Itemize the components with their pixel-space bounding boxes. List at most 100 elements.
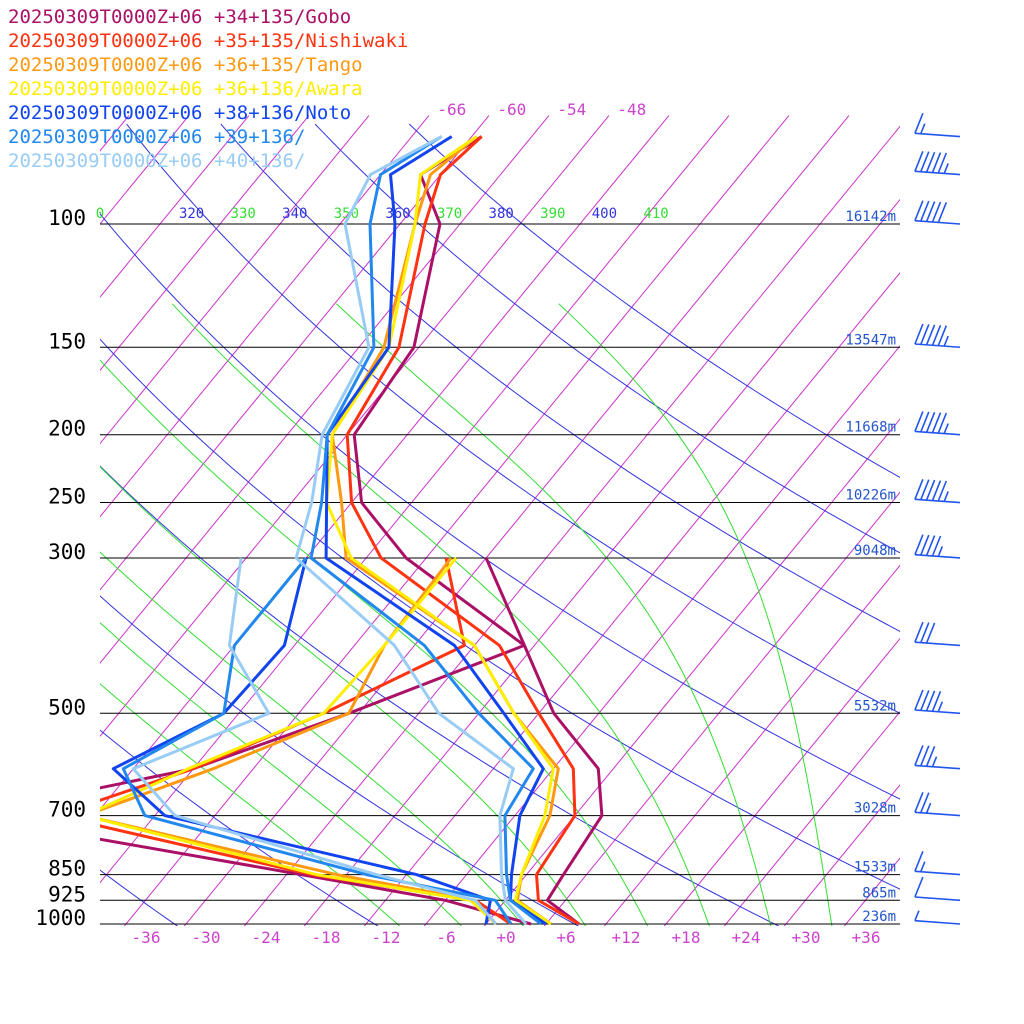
- isotherm-line: [183, 115, 850, 926]
- isotherm-line: [100, 115, 370, 445]
- theta-label: 370: [437, 206, 462, 222]
- legend-entry: 20250309T0000Z+06 +35+135/Nishiwaki: [8, 30, 408, 52]
- upper-temperature-label: -66: [437, 100, 466, 119]
- isotherm-line: [723, 711, 900, 926]
- pressure-label-300: 300: [48, 540, 86, 564]
- dry-adiabat-line: [100, 213, 900, 800]
- isotherm-line: [100, 115, 430, 518]
- pressure-label-700: 700: [48, 798, 86, 822]
- moist-adiabat-line: [171, 303, 710, 926]
- height-label: 1533m: [854, 860, 896, 876]
- isotherm-line: [100, 115, 730, 884]
- isotherm-line: [363, 271, 900, 926]
- wind-barb: [914, 534, 961, 559]
- temperature-tick: +30: [792, 928, 821, 947]
- wind-barb: [914, 113, 961, 138]
- temperature-tick: -6: [436, 928, 455, 947]
- wind-barb: [914, 621, 961, 647]
- height-label: 9048m: [854, 543, 896, 559]
- wind-barb: [914, 876, 961, 902]
- temperature-line-0: [352, 135, 604, 926]
- legend-entry: 20250309T0000Z+06 +38+136/Noto: [8, 102, 351, 124]
- wind-barb: [914, 479, 961, 504]
- upper-temperature-label: -60: [497, 100, 526, 119]
- isotherm-line: [100, 115, 610, 737]
- temperature-tick: -12: [372, 928, 401, 947]
- temperature-line-6: [294, 135, 528, 925]
- wind-barb: [914, 792, 961, 817]
- isotherm-line: [663, 637, 900, 926]
- dry-adiabat-line: [314, 123, 900, 554]
- moist-adiabat-line: [558, 303, 833, 926]
- upper-temperature-label: -54: [557, 100, 586, 119]
- dry-adiabat-line: [126, 123, 900, 714]
- height-label: 865m: [862, 885, 896, 901]
- isotherm-line: [303, 198, 900, 926]
- legend-entry: 20250309T0000Z+06 +34+135/Gobo: [8, 6, 351, 28]
- isotherm-line: [100, 115, 310, 372]
- wind-barbs: [914, 113, 961, 925]
- legend-entry: 20250309T0000Z+06 +36+136/Awara: [8, 78, 363, 100]
- height-label: 236m: [862, 909, 896, 925]
- temperature-line-4: [324, 135, 547, 926]
- isotherm-line: [954, 116, 1024, 939]
- dewpoint-line-5: [121, 557, 513, 925]
- isotherm-line: [543, 491, 900, 926]
- wind-barb: [914, 200, 961, 225]
- dewpoint-line-4: [111, 557, 492, 925]
- moist-adiabat-line: [100, 466, 587, 926]
- isotherm-line: [100, 115, 550, 664]
- dry-adiabat-line: [100, 338, 900, 890]
- height-label: 13547m: [845, 332, 896, 348]
- height-labels: 16142m 13547m 11668m 10226m 9048m 5532m 3028m 1…: [845, 209, 896, 925]
- dewpoint-line-3: [100, 557, 498, 926]
- temperature-line-5: [309, 135, 542, 926]
- isotherm-line: [783, 784, 900, 926]
- theta-label: 330: [231, 206, 256, 222]
- height-label: 5532m: [854, 698, 896, 714]
- height-label: 3028m: [854, 801, 896, 817]
- pressure-label-200: 200: [48, 417, 86, 441]
- temperature-tick: +0: [496, 928, 515, 947]
- wind-barb: [914, 689, 961, 715]
- isotherm-line: [0, 116, 9, 939]
- pressure-label-150: 150: [48, 329, 86, 353]
- pressure-label-250: 250: [48, 485, 86, 509]
- wind-barb: [914, 910, 961, 925]
- isotherm-line: [100, 115, 670, 811]
- temperature-tick: +24: [732, 928, 761, 947]
- theta-label: 410: [643, 206, 668, 222]
- temperature-tick: -36: [132, 928, 161, 947]
- upper-temperature-labels: -66 -60 -54 -48: [437, 100, 646, 119]
- dewpoint-line-0: [100, 557, 532, 926]
- wind-barb: [914, 323, 961, 349]
- temperature-line-1: [345, 135, 580, 926]
- theta-label: 400: [592, 206, 617, 222]
- legend: 20250309T0000Z+06 +34+135/Gobo20250309T0…: [8, 6, 408, 172]
- isotherm-line: [483, 418, 900, 926]
- theta-labels: 0 320 330 340 350 360 370 380 390 400 410: [96, 206, 669, 222]
- wind-barb: [914, 745, 961, 770]
- moist-adiabat-line: [100, 551, 525, 926]
- height-label: 10226m: [845, 488, 896, 504]
- isotherm-line: [243, 125, 900, 926]
- isotherm-line: [100, 115, 490, 591]
- temperature-tick: -18: [312, 928, 341, 947]
- isobar-lines: [100, 223, 900, 925]
- dry-adiabat-line: [100, 465, 780, 926]
- theta-label: 0: [96, 206, 104, 222]
- height-label: 11668m: [845, 420, 896, 436]
- dewpoint-line-6: [131, 557, 498, 925]
- pressure-label-925: 925: [48, 882, 86, 906]
- legend-entry: 20250309T0000Z+06 +39+136/: [8, 126, 305, 148]
- temperature-tick: +12: [612, 928, 641, 947]
- temperature-tick: +18: [672, 928, 701, 947]
- isotherm-line: [100, 115, 250, 298]
- wind-barb: [914, 151, 961, 176]
- legend-entry: 20250309T0000Z+06 +36+135/Tango: [8, 54, 363, 76]
- height-label: 16142m: [845, 209, 896, 225]
- theta-label: 390: [540, 206, 565, 222]
- wind-barb: [914, 851, 961, 876]
